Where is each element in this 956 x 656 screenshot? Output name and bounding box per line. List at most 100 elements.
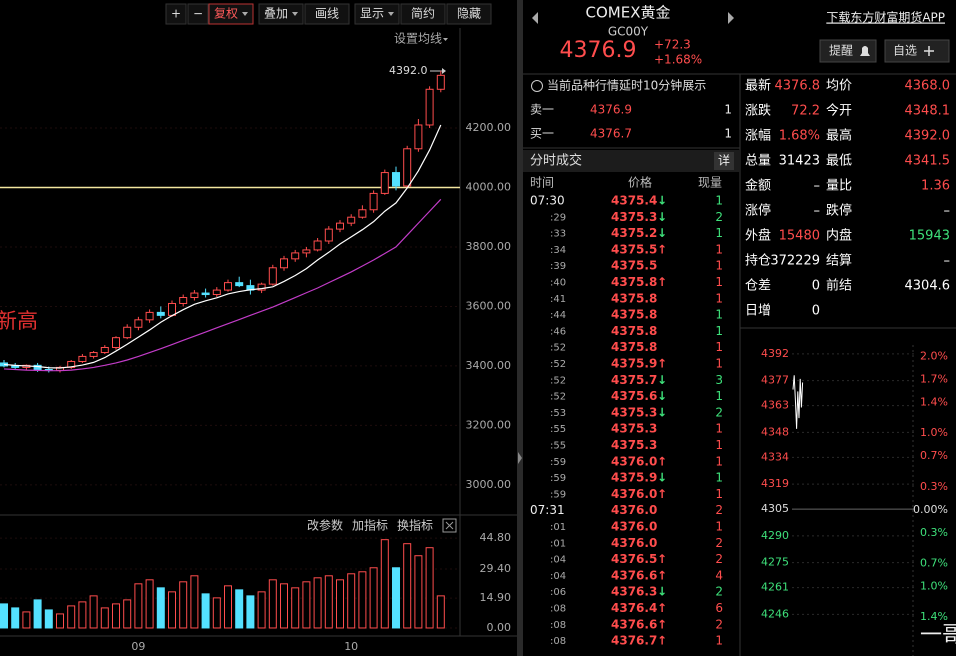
trade-volume: 1 [715,259,723,273]
volume-bar [291,587,300,629]
volume-bar [425,547,434,629]
trade-price: 4375.7 [611,373,657,387]
toolbar-label[interactable]: 简约 [411,6,435,21]
volume-bar [145,579,154,629]
toolbar-button[interactable] [446,3,492,25]
stat-label: 总量 [745,154,771,169]
trade-time: :41 [550,294,566,305]
trade-time: :55 [550,424,566,435]
trade-price: 4375.9 [611,357,657,371]
watch-button[interactable] [884,39,950,63]
detail-button[interactable] [714,152,734,170]
trade-arrow: ↑ [657,634,667,648]
trade-price: 4375.8 [611,275,657,289]
indicator-button[interactable]: 换指标 [397,518,433,533]
stat-value: – [944,254,951,269]
toolbar-button[interactable] [258,3,304,25]
toolbar-label[interactable]: 显示 [360,7,384,21]
trade-time: :08 [550,620,566,631]
toolbar-button[interactable] [187,3,209,25]
trade-arrow: ↓ [657,194,667,208]
trade-volume: 1 [715,389,723,403]
trade-volume: 1 [715,634,723,648]
candle-body [436,74,445,90]
trade-time: :01 [550,538,566,549]
volume-bar [369,567,378,629]
toolbar-button[interactable] [165,3,187,25]
splitter[interactable] [517,0,523,656]
volume-bar [246,595,255,629]
volume-bar [347,573,356,629]
y2-tick-label: 1.0% [920,426,948,439]
ma-setting[interactable]: 设置均线 [394,32,442,46]
candle-body [313,240,322,251]
trade-price: 4376.6 [611,617,657,631]
download-link[interactable]: 下载东方财富期货APP [826,10,945,25]
y-tick-label: 4348 [761,425,789,438]
volume-bar [436,595,445,629]
detail-label[interactable]: 详 [718,153,730,168]
toolbar-label[interactable]: 隐藏 [457,7,481,21]
toolbar-button[interactable] [304,3,350,25]
alert-button[interactable] [819,39,877,63]
close-indicator[interactable] [442,518,457,533]
indicator-button[interactable]: 改参数 [307,518,343,533]
volume-bar [380,539,389,629]
y-tick-label: 4319 [761,477,789,490]
trade-volume: 1 [715,308,723,322]
trade-price: 4376.7 [611,634,657,648]
toolbar-button[interactable] [208,3,254,25]
volume-bar [201,593,210,629]
y-tick-label: 3800.00 [466,240,512,253]
trade-price: 4375.9 [611,471,657,485]
toolbar-label[interactable]: 复权 [214,7,238,21]
trade-time: :40 [550,278,566,289]
next-button[interactable] [728,12,734,24]
book-volume: 1 [724,127,732,141]
toolbar-button[interactable] [354,3,400,25]
trade-arrow: ↑ [657,568,667,582]
indicator-button[interactable]: 加指标 [352,518,388,533]
y-tick-label: 4363 [761,399,789,412]
stat-value: 15943 [909,229,950,244]
trade-time: :52 [550,343,566,354]
candle-body [201,292,210,296]
y-tick-label: 0.00 [487,621,512,634]
trade-volume: 2 [715,210,723,224]
volume-bar [112,603,120,629]
alert-label[interactable]: 提醒 [829,43,853,58]
trade-arrow: ↑ [657,552,667,566]
high-arrow-head [442,68,446,74]
trade-volume: 2 [715,405,723,419]
trade-volume: 4 [715,568,723,582]
y2-tick-label: 1.0% [920,579,948,592]
volume-bar [123,599,132,629]
candle-body [369,192,378,211]
trade-volume: 1 [715,226,723,240]
volume-bar [89,595,98,629]
stat-value: 4376.8 [775,79,821,94]
toolbar-button[interactable] [400,3,446,25]
volume-bar [313,577,322,629]
toolbar-label[interactable]: + [171,7,181,21]
y-tick-label: 4000.00 [466,180,512,193]
stat-label: 最低 [826,154,852,169]
volume-bar [33,599,42,629]
stat-value: 1.36 [921,179,950,194]
volume-bar [268,579,277,629]
trade-price: 4375.6 [611,389,657,403]
column-header: 现量 [698,176,722,190]
toolbar-label[interactable]: 画线 [315,7,339,21]
watch-label[interactable]: 自选 [893,44,917,58]
toolbar-label[interactable]: − [193,7,203,21]
info-icon [531,80,543,92]
prev-button[interactable] [532,12,538,24]
volume-bar [190,575,199,629]
candle-body [291,252,300,260]
stat-value: 1.68% [779,129,820,144]
candle-body [78,355,87,362]
candle-body [224,282,232,291]
toolbar-label[interactable]: 叠加 [264,7,288,21]
trade-volume: 1 [715,275,723,289]
trade-volume: 1 [715,487,723,501]
